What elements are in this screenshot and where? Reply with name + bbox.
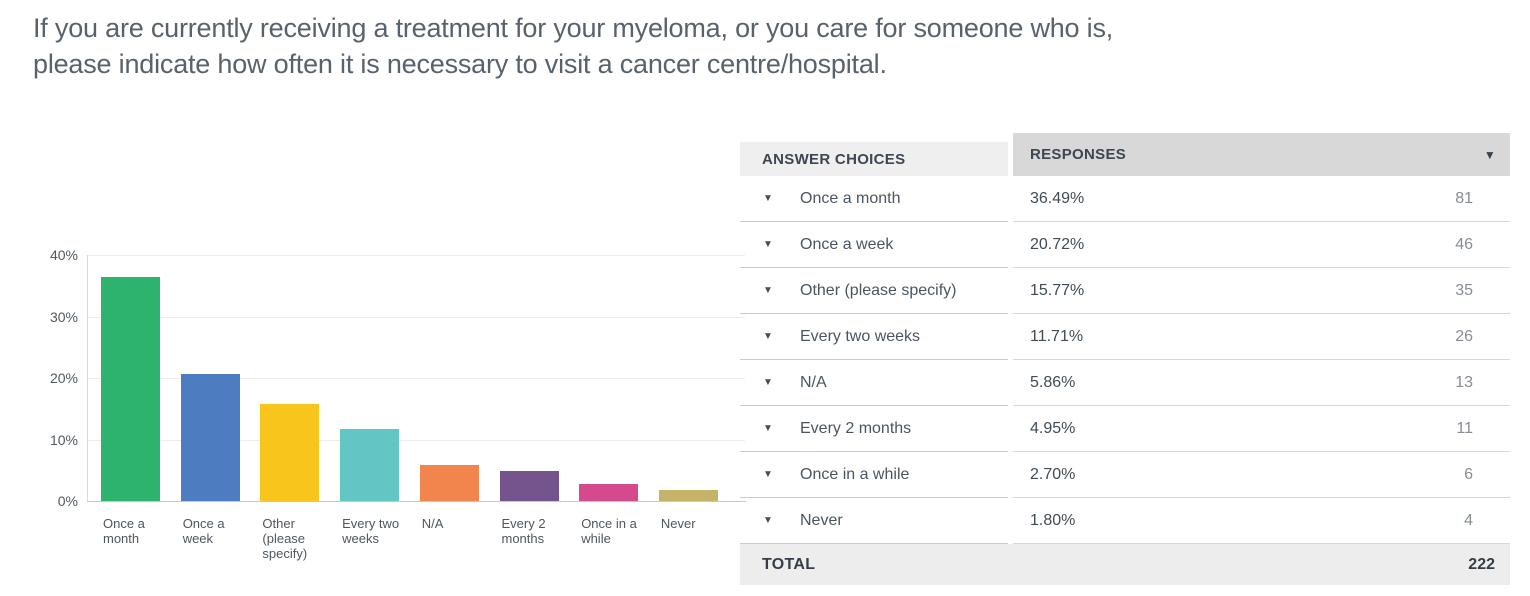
answer-label: Once in a while xyxy=(800,465,910,483)
table-row-never: ▼ Never 1.80% 4 xyxy=(740,498,1510,544)
question-title: If you are currently receiving a treatme… xyxy=(33,13,1114,79)
results-table: ANSWER CHOICES RESPONSES ▼ ▼ Once a month… xyxy=(740,133,1510,585)
response-count: 4 xyxy=(1464,511,1473,529)
responses-cell: 20.72% 46 xyxy=(1013,222,1510,268)
response-count: 11 xyxy=(1456,419,1473,437)
answer-label: Every 2 months xyxy=(800,419,912,437)
answer-cell: ▼ Every two weeks xyxy=(740,314,1008,360)
row-expand-caret-icon[interactable]: ▼ xyxy=(763,515,773,526)
response-percent: 15.77% xyxy=(1030,281,1085,299)
answer-label: Every two weeks xyxy=(800,327,921,345)
row-expand-caret-icon[interactable]: ▼ xyxy=(763,423,773,434)
answer-label: N/A xyxy=(800,373,827,391)
bar-every-2-months xyxy=(499,470,559,501)
answer-label: Once a week xyxy=(800,235,894,253)
y-tick-30: 30% xyxy=(49,308,78,325)
response-percent: 1.80% xyxy=(1030,511,1076,529)
gridline-20 xyxy=(88,378,745,379)
x-label-every-two-weeks: Every two weeks xyxy=(342,516,400,546)
answer-cell: ▼ N/A xyxy=(740,360,1008,406)
y-tick-0: 0% xyxy=(57,493,78,509)
responses-cell: 5.86% 13 xyxy=(1013,360,1510,406)
answer-label: Other (please specify) xyxy=(800,281,957,299)
table-row-once-in-a-while: ▼ Once in a while 2.70% 6 xyxy=(740,452,1510,498)
answer-cell: ▼ Once a week xyxy=(740,222,1008,268)
gridline-10 xyxy=(88,439,745,441)
responses-header[interactable]: RESPONSES ▼ xyxy=(1013,133,1510,176)
total-label: TOTAL xyxy=(762,555,816,573)
response-percent: 4.95% xyxy=(1030,419,1076,437)
response-count: 26 xyxy=(1455,327,1473,345)
bar-once-a-week xyxy=(180,373,240,501)
table-row-every-2-months: ▼ Every 2 months 4.95% 11 xyxy=(740,406,1510,452)
bar-n-a xyxy=(419,464,479,501)
response-count: 6 xyxy=(1464,465,1473,483)
response-count: 35 xyxy=(1455,281,1473,299)
x-label-every-2-months: Every 2 months xyxy=(501,516,546,546)
response-percent: 36.49% xyxy=(1030,189,1085,207)
table-row-other-please-specify: ▼ Other (please specify) 15.77% 35 xyxy=(740,268,1510,314)
row-expand-caret-icon[interactable]: ▼ xyxy=(763,239,773,250)
responses-cell: 36.49% 81 xyxy=(1013,176,1510,222)
row-expand-caret-icon[interactable]: ▼ xyxy=(763,469,773,480)
gridline-30 xyxy=(88,316,745,318)
answer-label: Once a month xyxy=(800,189,901,207)
y-tick-10: 10% xyxy=(49,431,78,448)
answer-label: Never xyxy=(800,511,843,529)
sort-caret-icon[interactable]: ▼ xyxy=(1483,147,1496,162)
gridline-40 xyxy=(88,255,745,256)
response-count: 46 xyxy=(1455,235,1473,253)
x-label-once-a-month: Once a month xyxy=(103,516,145,546)
table-row-n-a: ▼ N/A 5.86% 13 xyxy=(740,360,1510,406)
y-tick-20: 20% xyxy=(49,370,78,386)
chart-plot-area xyxy=(87,255,745,501)
row-expand-caret-icon[interactable]: ▼ xyxy=(763,331,773,342)
row-expand-caret-icon[interactable]: ▼ xyxy=(763,285,773,296)
table-row-every-two-weeks: ▼ Every two weeks 11.71% 26 xyxy=(740,314,1510,360)
responses-cell: 15.77% 35 xyxy=(1013,268,1510,314)
answer-cell: ▼ Every 2 months xyxy=(740,406,1008,452)
x-axis-line xyxy=(87,501,746,502)
response-count: 81 xyxy=(1455,189,1473,207)
answer-cell: ▼ Other (please specify) xyxy=(740,268,1008,314)
row-expand-caret-icon[interactable]: ▼ xyxy=(763,377,773,388)
responses-cell: 1.80% 4 xyxy=(1013,498,1510,544)
responses-header-label: RESPONSES xyxy=(1030,146,1127,163)
responses-cell: 4.95% 11 xyxy=(1013,406,1510,452)
answer-cell: ▼ Once a month xyxy=(740,176,1008,222)
row-expand-caret-icon[interactable]: ▼ xyxy=(763,193,773,204)
x-label-once-in-a-while: Once in a while xyxy=(581,516,637,546)
bar-never xyxy=(658,489,718,501)
answer-cell: ▼ Once in a while xyxy=(740,452,1008,498)
x-label-once-a-week: Once a week xyxy=(182,516,225,546)
response-count: 13 xyxy=(1455,373,1473,391)
x-label-never: Never xyxy=(660,516,696,531)
response-percent: 5.86% xyxy=(1030,373,1076,391)
bar-every-two-weeks xyxy=(340,428,400,501)
x-label-other-please-specify: Other (please specify) xyxy=(262,516,308,561)
answer-cell: ▼ Never xyxy=(740,498,1008,544)
bar-once-a-month xyxy=(101,276,160,501)
response-percent: 20.72% xyxy=(1030,235,1085,253)
answer-choices-header: ANSWER CHOICES xyxy=(740,142,1008,176)
response-percent: 2.70% xyxy=(1030,465,1076,483)
total-value: 222 xyxy=(1468,555,1495,573)
bar-other-please-specify xyxy=(260,404,320,501)
table-row-once-a-week: ▼ Once a week 20.72% 46 xyxy=(740,222,1510,268)
total-row: TOTAL 222 xyxy=(740,544,1510,585)
responses-cell: 11.71% 26 xyxy=(1013,314,1510,360)
x-label-n-a: N/A xyxy=(421,516,444,531)
responses-cell: 2.70% 6 xyxy=(1013,452,1510,498)
bar-once-in-a-while xyxy=(579,484,639,501)
table-row-once-a-month: ▼ Once a month 36.49% 81 xyxy=(740,176,1510,222)
bar-chart: 0% 10% 20% 30% 40% Once a month Once a week Ot… xyxy=(0,0,760,596)
response-percent: 11.71% xyxy=(1030,327,1084,345)
y-tick-40: 40% xyxy=(49,247,78,263)
